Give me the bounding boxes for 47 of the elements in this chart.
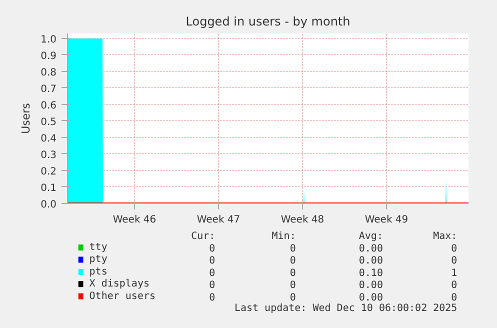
text: 0.00 <box>358 256 383 267</box>
legend-label: tty <box>89 242 108 253</box>
text: 0 <box>290 280 296 292</box>
y-tick-label: 0.1 <box>40 182 57 194</box>
x-tick-label: Week 46 <box>112 214 156 226</box>
y-tick-label: 0.4 <box>40 133 57 144</box>
y-tick-label: 0.8 <box>40 67 57 78</box>
y-tick-label: 1.0 <box>40 34 57 46</box>
y-tick-label: 0.2 <box>40 166 57 178</box>
x-tick-label: Week 49 <box>364 214 408 226</box>
chart-title: Logged in users - by month <box>186 14 350 28</box>
y-tick-label: 0.9 <box>40 50 57 62</box>
y-tick-label: 0.7 <box>40 84 57 95</box>
text: 0.00 <box>358 292 383 304</box>
text: Last update: Wed Dec 10 06:00:02 2025 <box>234 303 458 314</box>
text: Min: <box>272 231 296 242</box>
text: 0 <box>290 292 296 304</box>
text: 0 <box>290 256 296 267</box>
text: 0 <box>451 244 458 254</box>
text: 0.10 <box>358 268 383 279</box>
text: 1 <box>451 268 458 279</box>
x-tick-label: Week 47 <box>196 214 240 226</box>
text: 0 <box>451 292 458 304</box>
text: 0.00 <box>358 280 383 292</box>
text: Avg: <box>358 231 383 242</box>
text: 0 <box>290 244 296 254</box>
y-tick-label: 0.3 <box>40 150 57 161</box>
text: 0 <box>209 280 216 292</box>
text: 0 <box>209 292 216 304</box>
text: 0.00 <box>358 244 383 254</box>
x-tick-label: Week 48 <box>280 214 324 226</box>
text: 0 <box>209 256 216 267</box>
text: Cur: <box>191 231 216 242</box>
y-axis-title: Users <box>20 102 33 134</box>
legend-label: X displays <box>89 278 150 290</box>
text: Max: <box>433 231 458 242</box>
text: 0 <box>451 256 458 267</box>
legend-label: pts <box>89 266 108 278</box>
y-tick-label: 0.6 <box>40 100 57 112</box>
text: 0 <box>209 244 216 254</box>
legend-label: Other users <box>89 290 156 302</box>
y-tick-label: 0.5 <box>40 116 57 128</box>
text: 0 <box>290 268 296 279</box>
text: 0 <box>209 268 216 279</box>
y-tick-label: 0.0 <box>40 200 57 210</box>
legend-label: pty <box>89 254 108 266</box>
text: 0 <box>451 280 458 292</box>
